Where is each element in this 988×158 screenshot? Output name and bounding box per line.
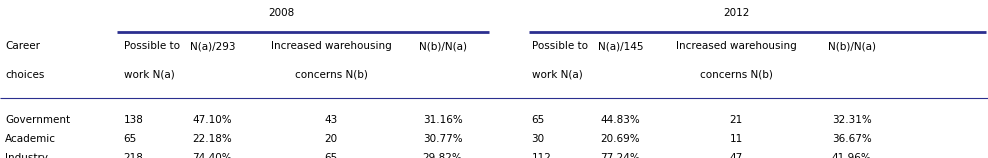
Text: Possible to: Possible to [532, 41, 588, 51]
Text: work N(a): work N(a) [124, 70, 174, 79]
Text: Increased warehousing: Increased warehousing [676, 41, 796, 51]
Text: 47: 47 [729, 153, 743, 158]
Text: 30.77%: 30.77% [423, 134, 462, 144]
Text: 44.83%: 44.83% [601, 115, 640, 125]
Text: 31.16%: 31.16% [423, 115, 462, 125]
Text: 112: 112 [532, 153, 551, 158]
Text: N(b)/N(a): N(b)/N(a) [419, 41, 466, 51]
Text: 77.24%: 77.24% [601, 153, 640, 158]
Text: 2008: 2008 [269, 8, 294, 18]
Text: 20: 20 [324, 134, 338, 144]
Text: 65: 65 [124, 134, 136, 144]
Text: 32.31%: 32.31% [832, 115, 871, 125]
Text: Increased warehousing: Increased warehousing [271, 41, 391, 51]
Text: 47.10%: 47.10% [193, 115, 232, 125]
Text: concerns N(b): concerns N(b) [700, 70, 773, 79]
Text: N(a)/145: N(a)/145 [598, 41, 643, 51]
Text: Possible to: Possible to [124, 41, 180, 51]
Text: choices: choices [5, 70, 44, 79]
Text: 29.82%: 29.82% [423, 153, 462, 158]
Text: Industry: Industry [5, 153, 48, 158]
Text: 74.40%: 74.40% [193, 153, 232, 158]
Text: work N(a): work N(a) [532, 70, 582, 79]
Text: 22.18%: 22.18% [193, 134, 232, 144]
Text: 20.69%: 20.69% [601, 134, 640, 144]
Text: 65: 65 [324, 153, 338, 158]
Text: 218: 218 [124, 153, 143, 158]
Text: 21: 21 [729, 115, 743, 125]
Text: Academic: Academic [5, 134, 56, 144]
Text: 36.67%: 36.67% [832, 134, 871, 144]
Text: Career: Career [5, 41, 40, 51]
Text: 43: 43 [324, 115, 338, 125]
Text: 138: 138 [124, 115, 143, 125]
Text: 65: 65 [532, 115, 544, 125]
Text: 2012: 2012 [723, 8, 749, 18]
Text: Government: Government [5, 115, 70, 125]
Text: N(a)/293: N(a)/293 [190, 41, 235, 51]
Text: 30: 30 [532, 134, 544, 144]
Text: 11: 11 [729, 134, 743, 144]
Text: N(b)/N(a): N(b)/N(a) [828, 41, 875, 51]
Text: 41.96%: 41.96% [832, 153, 871, 158]
Text: concerns N(b): concerns N(b) [294, 70, 368, 79]
